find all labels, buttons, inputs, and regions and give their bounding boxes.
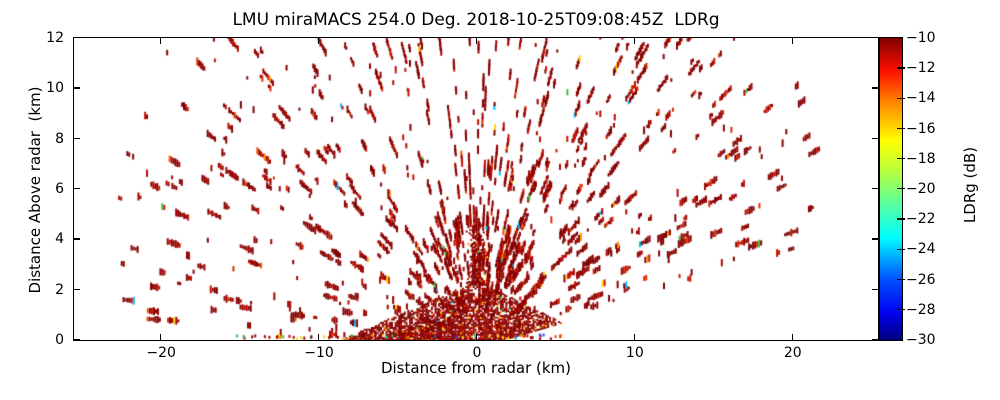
x-tick-label: 10 <box>625 345 644 361</box>
axis-tick <box>73 288 80 290</box>
colorbar-tick <box>896 248 905 250</box>
colorbar-tick-label: −20 <box>906 181 936 197</box>
colorbar-tick <box>896 188 905 190</box>
colorbar-tick-label: −16 <box>906 120 936 137</box>
colorbar-tick <box>896 67 905 69</box>
colorbar-tick-label: −10 <box>906 30 936 46</box>
y-tick-label: 4 <box>55 231 64 248</box>
colorbar-tick-label: −30 <box>906 332 936 348</box>
colorbar-tick <box>896 127 905 130</box>
x-tick-label: 0 <box>472 345 482 361</box>
axis-tick <box>633 333 636 340</box>
axis-tick <box>317 37 320 44</box>
colorbar-tick-label: −28 <box>906 301 936 318</box>
colorbar-tick-label: −26 <box>906 271 936 288</box>
colorbar-tick-label: −18 <box>906 150 936 167</box>
colorbar-tick-label: −14 <box>906 90 936 107</box>
y-tick-label: 6 <box>55 181 64 197</box>
axis-tick <box>871 137 878 139</box>
axis-tick <box>160 333 162 340</box>
y-tick-label: 0 <box>55 332 64 348</box>
x-tick-label: −10 <box>304 345 334 361</box>
colorbar-tick-label: −24 <box>906 241 936 258</box>
axis-tick <box>791 37 793 44</box>
x-axis-label: Distance from radar (km) <box>380 359 572 377</box>
plot-area <box>72 36 879 341</box>
colorbar-tick <box>896 308 905 311</box>
x-tick-label: 20 <box>783 345 802 361</box>
axis-tick <box>73 187 80 190</box>
axis-tick <box>871 87 878 89</box>
colorbar-tick <box>896 97 905 99</box>
y-axis-label: Distance Above radar (km) <box>26 86 44 294</box>
rhi-scatter-canvas <box>73 37 878 340</box>
axis-tick <box>73 238 80 240</box>
axis-tick <box>475 37 478 44</box>
y-tick-label: 8 <box>55 130 64 147</box>
colorbar <box>878 36 905 341</box>
axis-tick <box>317 333 320 340</box>
axis-tick <box>871 288 878 290</box>
x-tick-label: −20 <box>146 345 176 361</box>
axis-tick <box>73 36 80 39</box>
axis-tick <box>633 37 636 44</box>
axis-tick <box>871 238 878 240</box>
colorbar-tick <box>896 218 905 220</box>
colorbar-tick-label: −22 <box>906 211 936 228</box>
axis-tick <box>791 333 793 340</box>
chart-title: LMU miraMACS 254.0 Deg. 2018-10-25T09:08… <box>232 10 720 30</box>
axis-tick <box>475 333 478 340</box>
axis-tick <box>73 137 80 139</box>
y-tick-label: 12 <box>46 30 64 46</box>
axis-tick <box>73 87 80 89</box>
axis-tick <box>871 338 878 341</box>
colorbar-tick <box>896 278 905 281</box>
axis-tick <box>160 37 162 44</box>
y-tick-label: 10 <box>46 80 64 97</box>
colorbar-label: LDRg (dB) <box>961 146 979 224</box>
axis-tick <box>871 36 878 39</box>
colorbar-tick-label: −12 <box>906 60 936 77</box>
colorbar-tick <box>896 157 905 160</box>
axis-tick <box>73 338 80 341</box>
y-tick-label: 2 <box>55 281 64 298</box>
axis-tick <box>871 187 878 190</box>
